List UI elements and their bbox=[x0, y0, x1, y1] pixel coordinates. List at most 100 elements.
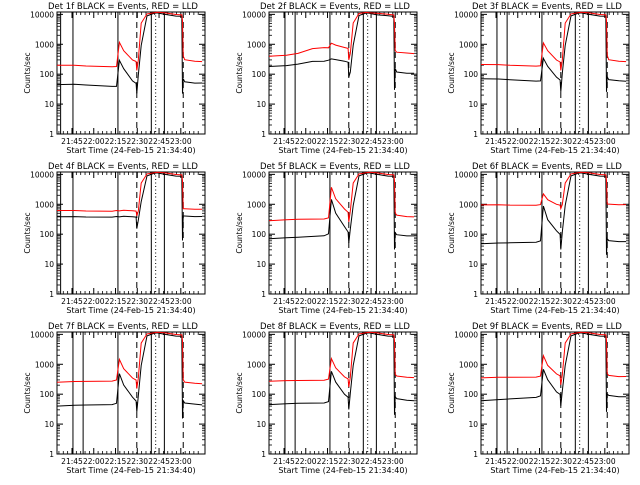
x-axis-label: Start Time (24-Feb-15 21:34:40) bbox=[278, 306, 407, 315]
x-tick-label: 23:00 bbox=[594, 137, 616, 146]
series-line-events bbox=[480, 332, 627, 412]
x-tick-label: 22:30 bbox=[338, 297, 360, 306]
series-line-lld bbox=[268, 11, 415, 61]
y-tick-label: 10 bbox=[468, 260, 478, 269]
x-axis-label: Start Time (24-Feb-15 21:34:40) bbox=[278, 466, 407, 475]
series-line-events bbox=[480, 12, 627, 92]
x-tick-label: 22:45 bbox=[572, 137, 594, 146]
x-tick-label: 22:45 bbox=[148, 297, 170, 306]
x-tick-label: 22:00 bbox=[83, 297, 105, 306]
y-tick-label: 100 bbox=[464, 390, 479, 399]
series-line-lld bbox=[268, 171, 415, 222]
y-tick-label: 1 bbox=[49, 450, 54, 459]
y-tick-label: 10000 bbox=[30, 330, 54, 339]
y-tick-label: 1000 bbox=[459, 360, 478, 369]
x-tick-label: 23:00 bbox=[170, 137, 192, 146]
y-tick-label: 1000 bbox=[35, 200, 54, 209]
series-line-events bbox=[56, 172, 203, 241]
x-tick-label: 21:45 bbox=[61, 137, 83, 146]
x-tick-label: 22:30 bbox=[126, 297, 148, 306]
x-tick-label: 23:00 bbox=[382, 457, 404, 466]
x-tick-label: 22:00 bbox=[507, 297, 529, 306]
x-axis-label: Start Time (24-Feb-15 21:34:40) bbox=[490, 466, 619, 475]
plot-frame bbox=[268, 11, 418, 135]
y-tick-label: 100 bbox=[40, 70, 55, 79]
x-tick-label: 22:30 bbox=[338, 137, 360, 146]
y-axis-label: Counts/sec bbox=[23, 372, 32, 413]
y-tick-label: 10 bbox=[44, 260, 54, 269]
x-tick-label: 22:45 bbox=[572, 457, 594, 466]
x-axis-label: Start Time (24-Feb-15 21:34:40) bbox=[490, 146, 619, 155]
x-tick-label: 22:00 bbox=[295, 297, 317, 306]
series-line-events bbox=[268, 172, 415, 250]
x-tick-label: 22:15 bbox=[105, 137, 127, 146]
x-tick-label: 21:45 bbox=[61, 457, 83, 466]
x-tick-label: 23:00 bbox=[382, 137, 404, 146]
y-tick-label: 10 bbox=[256, 420, 266, 429]
x-axis-label: Start Time (24-Feb-15 21:34:40) bbox=[66, 306, 195, 315]
y-tick-label: 100 bbox=[252, 230, 267, 239]
y-tick-label: 100 bbox=[464, 70, 479, 79]
plot-frame bbox=[480, 11, 630, 135]
x-tick-label: 21:45 bbox=[273, 457, 295, 466]
y-tick-label: 1000 bbox=[247, 200, 266, 209]
y-tick-label: 10000 bbox=[242, 330, 266, 339]
x-axis-label: Start Time (24-Feb-15 21:34:40) bbox=[278, 146, 407, 155]
x-tick-label: 23:00 bbox=[170, 457, 192, 466]
series-line-lld bbox=[268, 331, 415, 388]
x-tick-label: 23:00 bbox=[170, 297, 192, 306]
x-tick-label: 22:15 bbox=[105, 457, 127, 466]
x-tick-label: 22:15 bbox=[317, 137, 339, 146]
series-line-events bbox=[480, 172, 627, 255]
panel-det-2: Det 2f BLACK = Events, RED = LLD 1 10 100 10… bbox=[235, 2, 418, 155]
plot-frame bbox=[56, 331, 206, 455]
plot-frame bbox=[480, 171, 630, 295]
y-tick-label: 10 bbox=[256, 100, 266, 109]
series-line-events bbox=[268, 332, 415, 415]
y-tick-label: 1000 bbox=[247, 40, 266, 49]
x-tick-label: 21:45 bbox=[273, 297, 295, 306]
x-tick-label: 22:00 bbox=[295, 457, 317, 466]
x-tick-label: 22:45 bbox=[148, 457, 170, 466]
x-axis-label: Start Time (24-Feb-15 21:34:40) bbox=[66, 466, 195, 475]
series-line-lld bbox=[56, 331, 203, 389]
panel-det-3: Det 3f BLACK = Events, RED = LLD 1 10 100 10… bbox=[447, 2, 630, 155]
y-tick-label: 10 bbox=[468, 420, 478, 429]
y-tick-label: 1 bbox=[261, 290, 266, 299]
x-tick-label: 22:15 bbox=[529, 457, 551, 466]
y-tick-label: 10 bbox=[468, 100, 478, 109]
y-tick-label: 10000 bbox=[454, 330, 478, 339]
panel-title: Det 2f BLACK = Events, RED = LLD bbox=[260, 2, 410, 12]
panel-title: Det 7f BLACK = Events, RED = LLD bbox=[48, 322, 198, 332]
y-tick-label: 1000 bbox=[459, 40, 478, 49]
y-tick-label: 10 bbox=[44, 420, 54, 429]
y-tick-label: 100 bbox=[40, 230, 55, 239]
x-tick-label: 22:30 bbox=[550, 457, 572, 466]
plot-frame bbox=[56, 11, 206, 135]
y-tick-label: 1 bbox=[473, 450, 478, 459]
panel-title: Det 8f BLACK = Events, RED = LLD bbox=[260, 322, 410, 332]
x-tick-label: 21:45 bbox=[485, 137, 507, 146]
x-tick-label: 22:45 bbox=[360, 457, 382, 466]
panel-title: Det 1f BLACK = Events, RED = LLD bbox=[48, 2, 198, 12]
panel-det-1: Det 1f BLACK = Events, RED = LLD 1 10 100 10… bbox=[23, 2, 206, 155]
series-line-events bbox=[56, 332, 203, 419]
y-axis-label: Counts/sec bbox=[235, 372, 244, 413]
x-tick-label: 21:45 bbox=[273, 137, 295, 146]
panel-det-4: Det 4f BLACK = Events, RED = LLD 1 10 100 10… bbox=[23, 162, 206, 315]
y-axis-label: Counts/sec bbox=[23, 212, 32, 253]
y-tick-label: 1 bbox=[49, 130, 54, 139]
plot-frame bbox=[56, 171, 206, 295]
x-tick-label: 22:15 bbox=[529, 297, 551, 306]
y-axis-label: Counts/sec bbox=[235, 52, 244, 93]
x-tick-label: 23:00 bbox=[382, 297, 404, 306]
y-tick-label: 100 bbox=[464, 230, 479, 239]
plot-frame bbox=[268, 171, 418, 295]
x-tick-label: 22:45 bbox=[360, 137, 382, 146]
series-line-events bbox=[268, 12, 415, 90]
x-tick-label: 22:15 bbox=[317, 297, 339, 306]
x-tick-label: 22:30 bbox=[338, 457, 360, 466]
x-tick-label: 23:00 bbox=[594, 457, 616, 466]
series-line-lld bbox=[57, 171, 203, 216]
y-tick-label: 10000 bbox=[30, 10, 54, 19]
